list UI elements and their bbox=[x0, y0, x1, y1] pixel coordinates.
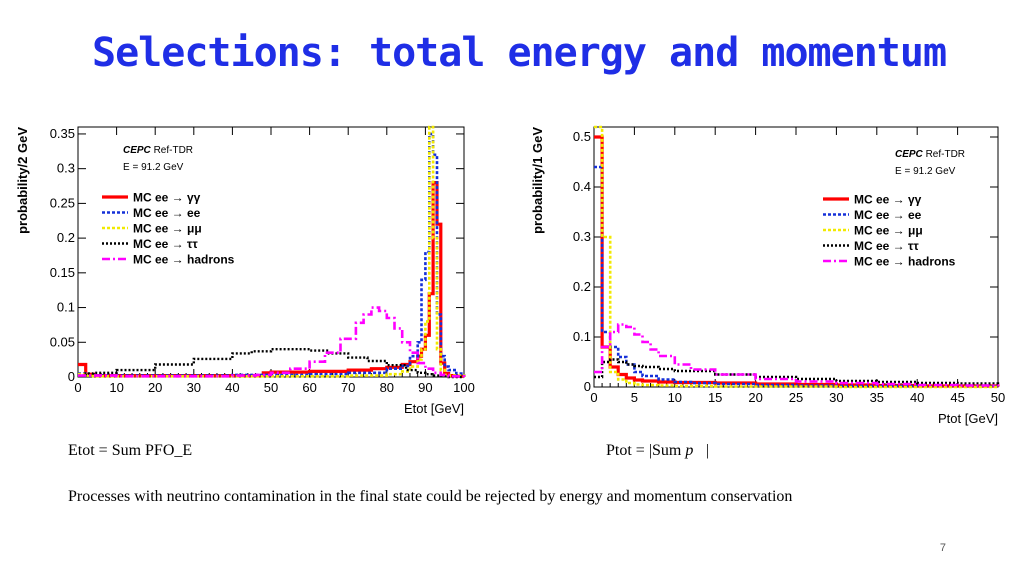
x-tick-label: 100 bbox=[453, 380, 475, 395]
x-tick-label: 40 bbox=[910, 390, 924, 405]
x-tick-label: 50 bbox=[991, 390, 1005, 405]
series-line-1 bbox=[594, 165, 1000, 388]
x-tick-label: 90 bbox=[418, 380, 432, 395]
annotation-line: E = 91.2 GeV bbox=[895, 166, 956, 177]
y-tick-label: 0.3 bbox=[57, 161, 75, 176]
legend-label: MC ee → μμ bbox=[854, 224, 923, 238]
x-tick-label: 50 bbox=[264, 380, 278, 395]
y-tick-label: 0.25 bbox=[50, 195, 75, 210]
y-tick-label: 0.1 bbox=[57, 300, 75, 315]
series-line-3 bbox=[78, 348, 464, 379]
y-tick-label: 0.5 bbox=[573, 129, 591, 144]
ptot-definition-suffix: | bbox=[705, 442, 710, 459]
series-line-2 bbox=[594, 125, 998, 389]
legend-label: MC ee → μμ bbox=[133, 222, 202, 236]
y-tick-label: 0.2 bbox=[57, 230, 75, 245]
series-line-4 bbox=[594, 323, 1000, 387]
slide-title: Selections: total energy and momentum bbox=[92, 30, 947, 76]
x-tick-label: 20 bbox=[148, 380, 162, 395]
y-axis-label: probability/1 GeV bbox=[530, 127, 545, 234]
annotation-experiment: CEPC bbox=[895, 149, 924, 160]
legend-label: MC ee → ττ bbox=[133, 237, 198, 251]
y-tick-label: 0.3 bbox=[573, 229, 591, 244]
x-tick-label: 5 bbox=[631, 390, 638, 405]
y-tick-label: 0.2 bbox=[573, 279, 591, 294]
legend-label: MC ee → hadrons bbox=[133, 253, 235, 267]
ptot-definition-prefix: Ptot = |Sum bbox=[606, 442, 686, 459]
momentum-vector-symbol: p⃗ bbox=[685, 442, 706, 459]
ptot-plot: 0 5 10 15 20 25 30 35 40 45 50 0 0.1 0.2 0.3 0.4 0.5 Ptot… bbox=[525, 115, 1015, 440]
x-tick-label: 45 bbox=[950, 390, 964, 405]
y-tick-label: 0.4 bbox=[573, 179, 591, 194]
annotation-text: Ref-TDR bbox=[151, 145, 193, 156]
y-tick-label: 0.15 bbox=[50, 265, 75, 280]
annotation-line: CEPC Ref-TDR bbox=[123, 145, 193, 156]
legend-label: MC ee → γγ bbox=[133, 191, 201, 205]
x-tick-label: 0 bbox=[74, 380, 81, 395]
annotation-text: E = 91.2 GeV bbox=[895, 166, 956, 177]
y-tick-label: 0 bbox=[584, 379, 591, 394]
x-tick-label: 30 bbox=[829, 390, 843, 405]
page-number: 7 bbox=[939, 542, 946, 554]
annotation-text: Ref-TDR bbox=[923, 149, 965, 160]
x-tick-label: 10 bbox=[668, 390, 682, 405]
x-tick-label: 25 bbox=[789, 390, 803, 405]
x-tick-label: 10 bbox=[109, 380, 123, 395]
legend-label: MC ee → ττ bbox=[854, 239, 919, 253]
x-tick-label: 40 bbox=[225, 380, 239, 395]
legend-label: MC ee → ee bbox=[133, 206, 201, 220]
annotation-text: E = 91.2 GeV bbox=[123, 162, 184, 173]
etot-definition: Etot = Sum PFO_E bbox=[68, 442, 193, 459]
y-tick-label: 0.35 bbox=[50, 126, 75, 141]
x-axis-label: Etot [GeV] bbox=[404, 401, 464, 416]
x-tick-label: 70 bbox=[341, 380, 355, 395]
ptot-plot-svg: 0 5 10 15 20 25 30 35 40 45 50 0 0.1 0.2 0.3 0.4 0.5 Ptot… bbox=[530, 125, 1005, 426]
etot-plot: 0 10 20 30 40 50 60 70 80 90 100 0 0.05 0.1 0.15 0.2 0.2… bbox=[10, 115, 490, 425]
y-tick-label: 0 bbox=[68, 369, 75, 384]
annotation-line: CEPC Ref-TDR bbox=[895, 149, 965, 160]
x-tick-label: 30 bbox=[187, 380, 201, 395]
x-axis-label: Ptot [GeV] bbox=[938, 411, 998, 426]
ptot-definition: Ptot = |Sum p⃗| bbox=[606, 442, 709, 460]
x-tick-label: 15 bbox=[708, 390, 722, 405]
series-line-2 bbox=[78, 125, 466, 378]
x-tick-label: 35 bbox=[870, 390, 884, 405]
x-tick-label: 20 bbox=[748, 390, 762, 405]
x-tick-label: 60 bbox=[302, 380, 316, 395]
annotation-line: E = 91.2 GeV bbox=[123, 162, 184, 173]
y-tick-label: 0.05 bbox=[50, 334, 75, 349]
y-tick-label: 0.1 bbox=[573, 329, 591, 344]
y-axis-label: probability/2 GeV bbox=[15, 127, 30, 234]
x-tick-label: 0 bbox=[590, 390, 597, 405]
legend-label: MC ee → γγ bbox=[854, 193, 922, 207]
x-tick-label: 80 bbox=[380, 380, 394, 395]
legend-label: MC ee → ee bbox=[854, 208, 922, 222]
legend-label: MC ee → hadrons bbox=[854, 255, 956, 269]
series-line-4 bbox=[78, 306, 466, 378]
annotation-experiment: CEPC bbox=[123, 145, 152, 156]
etot-plot-svg: 0 10 20 30 40 50 60 70 80 90 100 0 0.05 0.1 0.15 0.2 0.2… bbox=[15, 125, 475, 416]
selection-note: Processes with neutrino contamination in… bbox=[68, 488, 793, 505]
